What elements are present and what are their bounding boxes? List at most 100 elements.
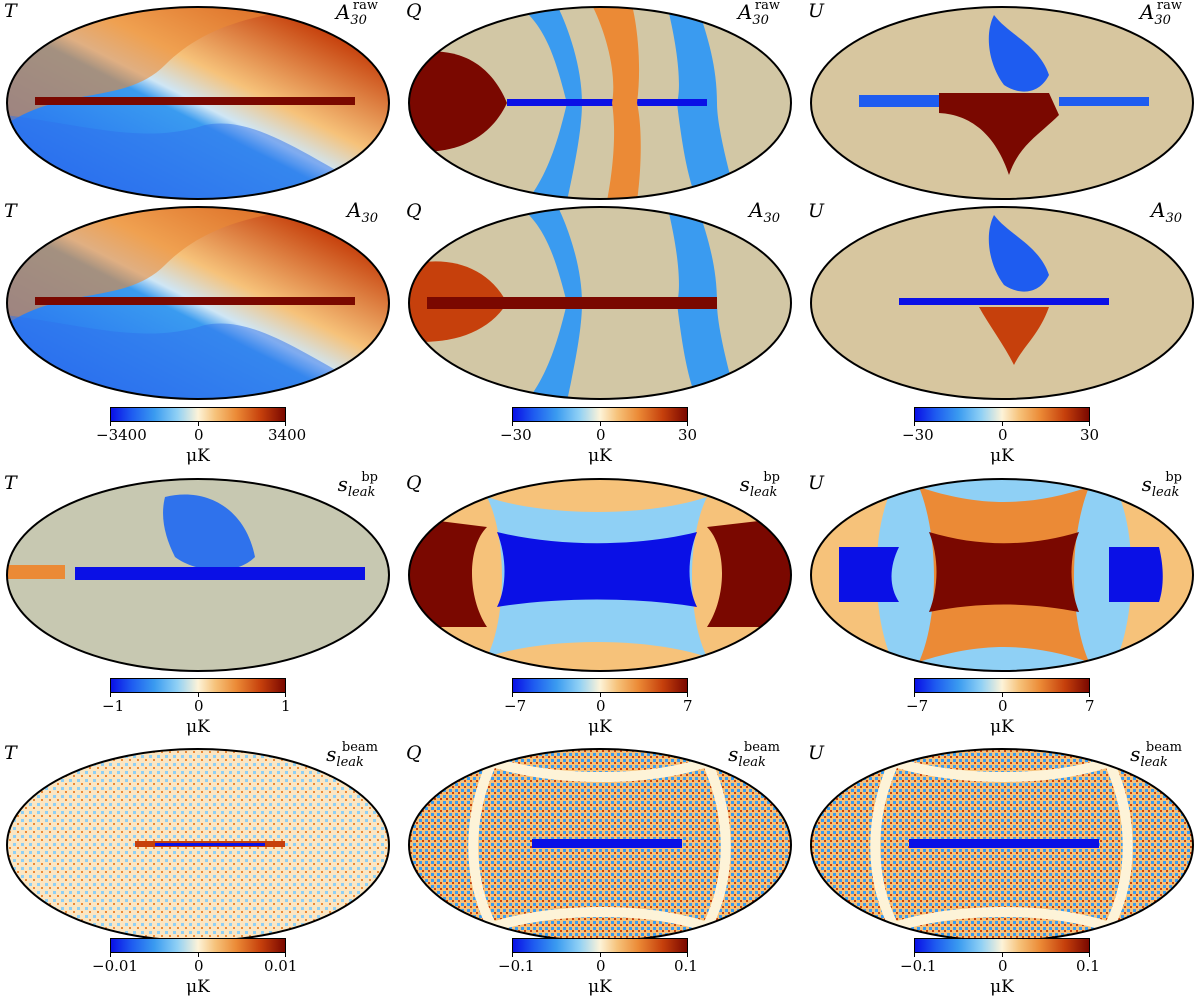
colorbar-min-label: −0.1	[900, 957, 937, 975]
stokes-label: T	[4, 742, 17, 764]
colorbar-max-label: 3400	[268, 426, 307, 444]
mollweide-map	[810, 6, 1194, 200]
colorbar-unit: μK	[186, 446, 210, 466]
colorbar-min-label: −7	[906, 697, 929, 715]
mollweide-map	[6, 6, 390, 200]
map-label: A30raw	[737, 0, 780, 28]
colorbar-max-label: 7	[683, 697, 693, 715]
stokes-label: T	[4, 200, 17, 222]
colorbar-Q: −0.1 0 0.1 μK	[498, 938, 698, 1000]
stokes-label: T	[4, 0, 17, 22]
map-label: A30raw	[1139, 0, 1182, 28]
colorbar-min-label: −3400	[96, 426, 147, 444]
stokes-label: Q	[406, 200, 422, 222]
colorbar-Q: −7 0 7 μK	[504, 678, 693, 740]
map-label: sleakbp	[739, 470, 780, 500]
colorbar-min-label: −1	[102, 697, 125, 715]
colorbar-max-label: 30	[678, 426, 698, 444]
stokes-label: U	[808, 742, 825, 764]
map-label: sleakbeam	[326, 740, 378, 770]
map-label: A30raw	[335, 0, 378, 28]
colorbar-T: −1 0 1 μK	[102, 678, 291, 740]
colorbar-min-label: −0.01	[92, 957, 138, 975]
map-panel-r1-T: T A30raw	[0, 0, 390, 200]
mollweide-map	[408, 748, 792, 942]
mollweide-map	[408, 206, 792, 400]
colorbar-gradient	[914, 938, 1090, 953]
mollweide-map	[810, 478, 1194, 672]
colorbar-unit: μK	[186, 977, 210, 997]
map-panel-r2-T: T A30	[0, 198, 390, 400]
map-label: sleakbeam	[728, 740, 780, 770]
colorbar-mid-label: 0	[596, 426, 606, 444]
colorbar-unit: μK	[588, 977, 612, 997]
colorbar-gradient	[512, 407, 688, 422]
stokes-label: U	[808, 200, 825, 222]
mollweide-map	[810, 206, 1194, 400]
colorbar-unit: μK	[588, 717, 612, 737]
colorbar-min-label: −30	[902, 426, 934, 444]
colorbar-T: −3400 0 3400 μK	[96, 407, 306, 469]
colorbar-max-label: 7	[1085, 697, 1095, 715]
stokes-label: Q	[406, 0, 422, 22]
colorbar-max-label: 0.1	[1076, 957, 1100, 975]
mollweide-map	[408, 6, 792, 200]
mollweide-map	[6, 748, 390, 942]
colorbar-min-label: −7	[504, 697, 527, 715]
colorbar-gradient	[914, 407, 1090, 422]
mollweide-map	[6, 206, 390, 400]
map-panel-r1-U: U A30raw	[804, 0, 1194, 200]
colorbar-gradient	[512, 678, 688, 693]
colorbar-unit: μK	[588, 446, 612, 466]
map-label: A30	[749, 198, 780, 226]
map-label: sleakbeam	[1130, 740, 1182, 770]
colorbar-unit: μK	[990, 446, 1014, 466]
colorbar-max-label: 30	[1080, 426, 1100, 444]
map-panel-r2-Q: Q A30	[402, 198, 792, 400]
colorbar-mid-label: 0	[194, 957, 204, 975]
map-panel-r4-T: T sleakbeam	[0, 740, 390, 942]
stokes-label: Q	[406, 472, 422, 494]
stokes-label: U	[808, 472, 825, 494]
colorbar-mid-label: 0	[596, 697, 606, 715]
map-panel-r4-U: U sleakbeam	[804, 740, 1194, 942]
colorbar-U: −30 0 30 μK	[902, 407, 1099, 469]
colorbar-gradient	[110, 407, 286, 422]
colorbar-unit: μK	[990, 977, 1014, 997]
colorbar-unit: μK	[990, 717, 1014, 737]
colorbar-max-label: 0.01	[264, 957, 298, 975]
colorbar-max-label: 1	[281, 697, 291, 715]
stokes-label: U	[808, 0, 825, 22]
mollweide-map	[6, 478, 390, 672]
colorbar-min-label: −0.1	[498, 957, 535, 975]
stokes-label: Q	[406, 742, 422, 764]
stokes-label: T	[4, 472, 17, 494]
colorbar-gradient	[110, 938, 286, 953]
mollweide-map	[810, 748, 1194, 942]
map-label: sleakbp	[1141, 470, 1182, 500]
colorbar-T: −0.01 0 0.01 μK	[92, 938, 297, 1000]
colorbar-mid-label: 0	[998, 697, 1008, 715]
colorbar-unit: μK	[186, 717, 210, 737]
map-panel-r2-U: U A30	[804, 198, 1194, 400]
map-panel-r3-Q: Q sleakbp	[402, 470, 792, 672]
colorbar-min-label: −30	[500, 426, 532, 444]
colorbar-U: −7 0 7 μK	[906, 678, 1095, 740]
colorbar-gradient	[110, 678, 286, 693]
colorbar-gradient	[512, 938, 688, 953]
map-panel-r3-T: T sleakbp	[0, 470, 390, 672]
colorbar-mid-label: 0	[998, 957, 1008, 975]
colorbar-mid-label: 0	[998, 426, 1008, 444]
colorbar-max-label: 0.1	[674, 957, 698, 975]
map-label: sleakbp	[337, 470, 378, 500]
colorbar-mid-label: 0	[194, 426, 204, 444]
colorbar-mid-label: 0	[194, 697, 204, 715]
map-panel-r3-U: U sleakbp	[804, 470, 1194, 672]
map-label: A30	[1151, 198, 1182, 226]
mollweide-map	[408, 478, 792, 672]
colorbar-gradient	[914, 678, 1090, 693]
colorbar-Q: −30 0 30 μK	[500, 407, 697, 469]
colorbar-U: −0.1 0 0.1 μK	[900, 938, 1100, 1000]
colorbar-mid-label: 0	[596, 957, 606, 975]
map-label: A30	[347, 198, 378, 226]
